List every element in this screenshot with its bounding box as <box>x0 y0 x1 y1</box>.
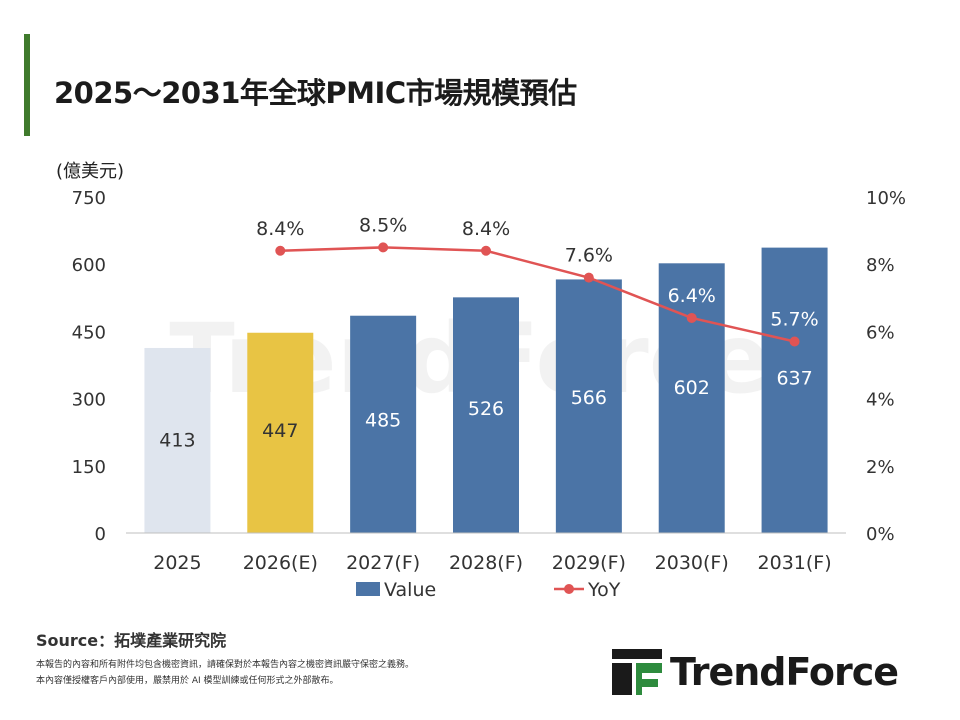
yoy-point <box>686 312 697 323</box>
bar-2027(F) <box>350 315 417 533</box>
bar-value-label: 602 <box>674 377 710 399</box>
disclaimer-line-1: 本報告的內容和所有附件均包含機密資訊，請確保對於本報告內容之機密資訊嚴守保密之義… <box>36 660 415 670</box>
yoy-value-label: 5.7% <box>770 308 818 330</box>
bar-2031(F) <box>761 247 828 533</box>
trendforce-logo-icon <box>612 649 662 695</box>
yoy-line <box>280 246 795 343</box>
logo-text: TrendForce <box>670 650 899 694</box>
disclaimer-line-2: 本內容僅授權客戶內部使用，嚴禁用於 AI 模型訓練或任何形式之外部散布。 <box>36 676 339 686</box>
legend-swatch-value <box>356 582 380 596</box>
legend-label-value: Value <box>384 579 436 601</box>
bar-value-label: 413 <box>159 429 195 451</box>
yoy-value-label: 8.5% <box>359 214 407 236</box>
yoy-value-label: 6.4% <box>668 285 716 307</box>
y-tick-label: 600 <box>72 255 106 276</box>
x-tick-label: 2029(F) <box>552 552 626 574</box>
bar-value-label: 485 <box>365 409 401 431</box>
x-tick-label: 2031(F) <box>758 552 832 574</box>
yoy-point <box>378 242 389 253</box>
bar-2025 <box>144 347 211 533</box>
y-tick-label: 0 <box>95 524 106 545</box>
x-tick-label: 2030(F) <box>655 552 729 574</box>
bar-value-label: 526 <box>468 398 504 420</box>
trendforce-logo: TrendForce <box>612 648 899 696</box>
title-accent-bar <box>24 34 30 136</box>
yoy-point <box>481 245 491 256</box>
bar-2029(F) <box>555 279 622 533</box>
y2-tick-label: 2% <box>866 457 895 478</box>
y2-tick-label: 8% <box>866 255 895 276</box>
y2-tick-label: 6% <box>866 322 895 343</box>
y-tick-label: 750 <box>72 188 106 209</box>
chart: TrendForce(億美元)01503004506007500%2%4%6%8… <box>56 161 906 601</box>
y-tick-label: 450 <box>72 322 106 343</box>
bar-2026(E) <box>247 332 314 533</box>
page-title: 2025～2031年全球PMIC市場規模預估 <box>54 76 577 110</box>
yoy-value-label: 8.4% <box>256 218 304 240</box>
bar-value-label: 637 <box>776 367 812 389</box>
y-tick-label: 300 <box>72 390 106 411</box>
source-label: Source：拓墣產業研究院 <box>36 631 227 650</box>
x-tick-label: 2025 <box>153 552 201 574</box>
bar-value-label: 447 <box>262 420 298 442</box>
x-tick-label: 2027(F) <box>346 552 420 574</box>
yoy-point <box>275 245 286 256</box>
bar-2028(F) <box>453 297 519 533</box>
yoy-point <box>583 272 594 283</box>
y2-tick-label: 0% <box>866 524 895 545</box>
bar-value-label: 566 <box>571 387 607 409</box>
y2-tick-label: 10% <box>866 188 906 209</box>
y-tick-label: 150 <box>72 457 106 478</box>
x-tick-label: 2026(E) <box>243 552 318 574</box>
legend-swatch-yoy-point <box>564 584 574 594</box>
yoy-value-label: 7.6% <box>565 245 613 267</box>
yoy-point <box>789 336 800 347</box>
y2-tick-label: 4% <box>866 390 895 411</box>
legend-label-yoy: YoY <box>587 579 621 601</box>
y-axis-unit-label: (億美元) <box>56 161 124 182</box>
x-tick-label: 2028(F) <box>449 552 523 574</box>
yoy-value-label: 8.4% <box>462 218 510 240</box>
